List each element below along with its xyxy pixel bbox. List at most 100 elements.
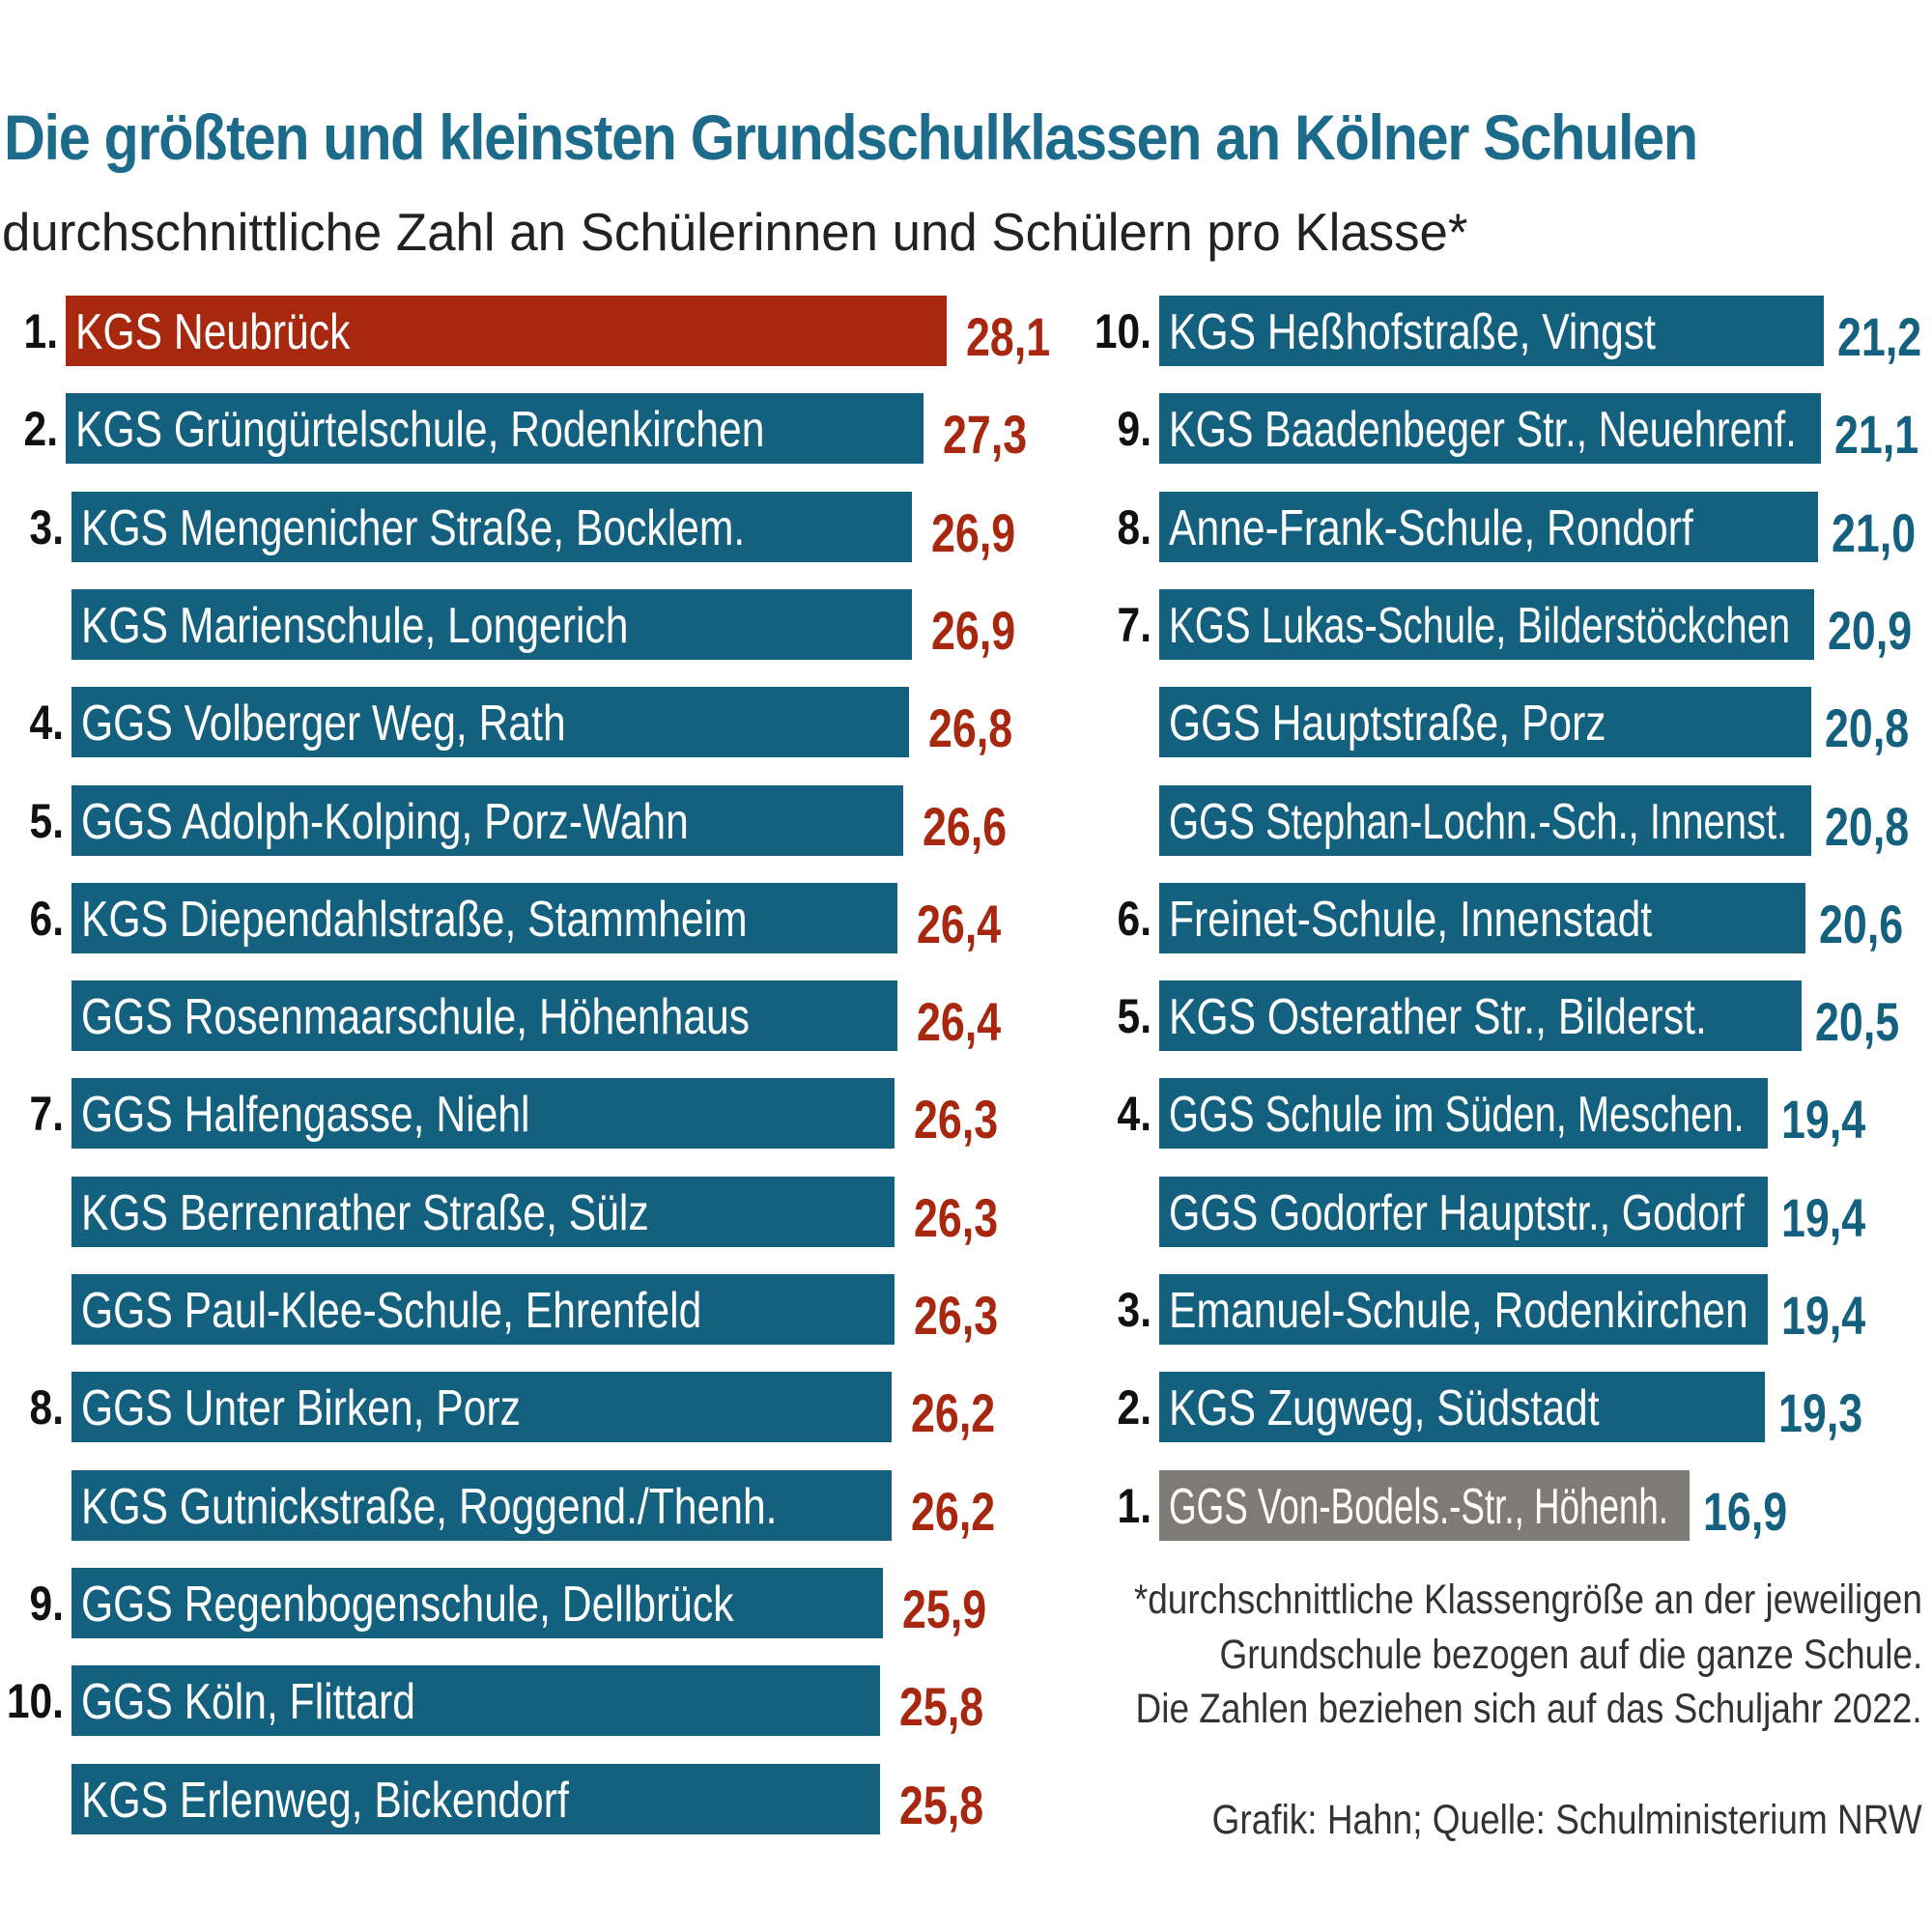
value-label: 26,8: [928, 697, 1013, 759]
bar-label: KGS Osterather Str., Bilderst.: [1169, 989, 1707, 1046]
bar: KGS Diependahlstraße, Stammheim: [71, 882, 897, 953]
rank-label: 10.: [1094, 304, 1151, 358]
bar-label: KGS Lukas-Schule, Bilderstöckchen: [1169, 597, 1791, 654]
credit: Grafik: Hahn; Quelle: Schulministerium N…: [1211, 1797, 1922, 1843]
value-label: 25,8: [899, 1774, 984, 1835]
bar: KGS Neubrück: [66, 296, 947, 366]
value-label: 26,2: [911, 1480, 996, 1542]
footnote-line-3: Die Zahlen beziehen sich auf das Schulja…: [1135, 1686, 1922, 1732]
bar: GGS Hauptstraße, Porz: [1159, 687, 1812, 758]
bar: GGS Stephan-Lochn.-Sch., Innenst.: [1159, 784, 1812, 856]
rank-label: 5.: [1117, 989, 1151, 1044]
rank-label: 2.: [23, 402, 58, 457]
value-label: 19,4: [1780, 1285, 1866, 1346]
value-label: 26,3: [914, 1089, 999, 1151]
value-label: 26,9: [931, 501, 1016, 563]
bar: KGS Baadenbeger Str., Neuehrenf.: [1159, 393, 1821, 465]
value-label: 21,2: [1837, 306, 1922, 367]
bar-label: GGS Rosenmaarschule, Höhenhaus: [81, 989, 751, 1046]
rank-label: 3.: [1117, 1283, 1151, 1337]
value-label: 20,9: [1828, 599, 1913, 661]
bar-label: GGS Paul-Klee-Schule, Ehrenfeld: [81, 1283, 702, 1339]
value-label: 27,3: [943, 404, 1028, 466]
rank-label: 4.: [29, 696, 64, 751]
value-label: 20,8: [1825, 795, 1910, 857]
bar: GGS Paul-Klee-Schule, Ehrenfeld: [71, 1274, 895, 1345]
bar: KGS Heßhofstraße, Vingst: [1159, 296, 1824, 366]
value-label: 26,3: [914, 1186, 999, 1248]
bar-label: Emanuel-Schule, Rodenkirchen: [1169, 1283, 1748, 1339]
bar-label: KGS Berrenrather Straße, Sülz: [81, 1184, 649, 1241]
value-label: 26,4: [917, 893, 1002, 954]
bar: Freinet-Schule, Innenstadt: [1159, 882, 1805, 953]
bar-label: GGS Halfengasse, Niehl: [81, 1087, 530, 1144]
rank-label: 7.: [29, 1087, 64, 1142]
bar-label: GGS Schule im Süden, Meschen.: [1169, 1087, 1745, 1144]
bar-label: KGS Erlenweg, Bickendorf: [81, 1772, 569, 1829]
rank-label: 2.: [1117, 1380, 1151, 1435]
bar: KGS Osterather Str., Bilderst.: [1159, 980, 1803, 1052]
rank-label: 9.: [29, 1576, 64, 1631]
value-label: 26,2: [911, 1382, 996, 1444]
rank-label: 10.: [6, 1674, 64, 1729]
bar-label: KGS Zugweg, Südstadt: [1169, 1380, 1600, 1437]
bar: KGS Gutnickstraße, Roggend./Thenh.: [71, 1469, 892, 1541]
rank-label: 1.: [23, 304, 58, 358]
bar: KGS Zugweg, Südstadt: [1159, 1372, 1765, 1443]
bar-label: KGS Baadenbeger Str., Neuehrenf.: [1169, 402, 1797, 459]
bar: Emanuel-Schule, Rodenkirchen: [1159, 1274, 1768, 1345]
value-label: 25,9: [902, 1577, 987, 1639]
rank-label: 7.: [1117, 597, 1151, 652]
value-label: 20,5: [1815, 991, 1900, 1053]
bar-label: GGS Volberger Weg, Rath: [81, 696, 566, 753]
chart-subtitle: durchschnittliche Zahl an Schülerinnen u…: [2, 202, 1468, 262]
bar: KGS Marienschule, Longerich: [71, 588, 912, 660]
bar: KGS Berrenrather Straße, Sülz: [71, 1176, 895, 1247]
bar-label: GGS Köln, Flittard: [81, 1674, 415, 1731]
rank-label: 6.: [1117, 891, 1151, 946]
bar: GGS Schule im Süden, Meschen.: [1159, 1078, 1768, 1150]
bar: GGS Adolph-Kolping, Porz-Wahn: [71, 784, 903, 856]
value-label: 16,9: [1703, 1480, 1788, 1542]
value-label: 19,4: [1780, 1186, 1866, 1248]
bar: GGS Godorfer Hauptstr., Godorf: [1159, 1176, 1768, 1247]
bar-label: GGS Adolph-Kolping, Porz-Wahn: [81, 793, 689, 850]
bar: KGS Mengenicher Straße, Bocklem.: [71, 491, 912, 562]
bar-label: GGS Unter Birken, Porz: [81, 1380, 521, 1437]
value-label: 26,9: [931, 599, 1016, 661]
value-label: 21,0: [1831, 501, 1916, 563]
bar-label: KGS Marienschule, Longerich: [81, 597, 629, 654]
value-label: 26,3: [914, 1285, 999, 1346]
value-label: 19,4: [1780, 1089, 1866, 1151]
bar-label: GGS Von-Bodels.-Str., Höhenh.: [1169, 1478, 1669, 1535]
bar: GGS Köln, Flittard: [71, 1665, 880, 1737]
bar-label: KGS Heßhofstraße, Vingst: [1169, 304, 1657, 360]
bar-label: KGS Mengenicher Straße, Bocklem.: [81, 499, 746, 556]
bar: KGS Grüngürtelschule, Rodenkirchen: [66, 393, 923, 465]
value-label: 25,8: [899, 1676, 984, 1738]
bar-label: KGS Diependahlstraße, Stammheim: [81, 891, 748, 948]
bar: GGS Rosenmaarschule, Höhenhaus: [71, 980, 897, 1052]
value-label: 26,4: [917, 991, 1002, 1053]
value-label: 21,1: [1833, 404, 1918, 466]
footnote-line-2: Grundschule bezogen auf die ganze Schule…: [1219, 1632, 1922, 1678]
rank-label: 3.: [29, 499, 64, 554]
value-label: 19,3: [1777, 1382, 1862, 1444]
bar-label: KGS Gutnickstraße, Roggend./Thenh.: [81, 1478, 778, 1535]
bar-label: GGS Stephan-Lochn.-Sch., Innenst.: [1169, 793, 1788, 850]
value-label: 28,1: [966, 306, 1051, 367]
chart-title: Die größten und kleinsten Grundschulklas…: [4, 101, 1698, 173]
bar: GGS Von-Bodels.-Str., Höhenh.: [1159, 1469, 1690, 1541]
bar: GGS Volberger Weg, Rath: [71, 687, 909, 758]
value-label: 20,8: [1825, 697, 1910, 759]
rank-label: 5.: [29, 793, 64, 848]
rank-label: 6.: [29, 891, 64, 946]
bar-label: Freinet-Schule, Innenstadt: [1169, 891, 1653, 948]
bar: Anne-Frank-Schule, Rondorf: [1159, 491, 1818, 562]
value-label: 20,6: [1818, 893, 1903, 954]
rank-label: 8.: [29, 1380, 64, 1435]
rank-label: 9.: [1117, 402, 1151, 457]
bar-label: KGS Grüngürtelschule, Rodenkirchen: [75, 402, 765, 459]
bar-label: GGS Godorfer Hauptstr., Godorf: [1169, 1184, 1745, 1241]
bar: KGS Erlenweg, Bickendorf: [71, 1763, 880, 1834]
